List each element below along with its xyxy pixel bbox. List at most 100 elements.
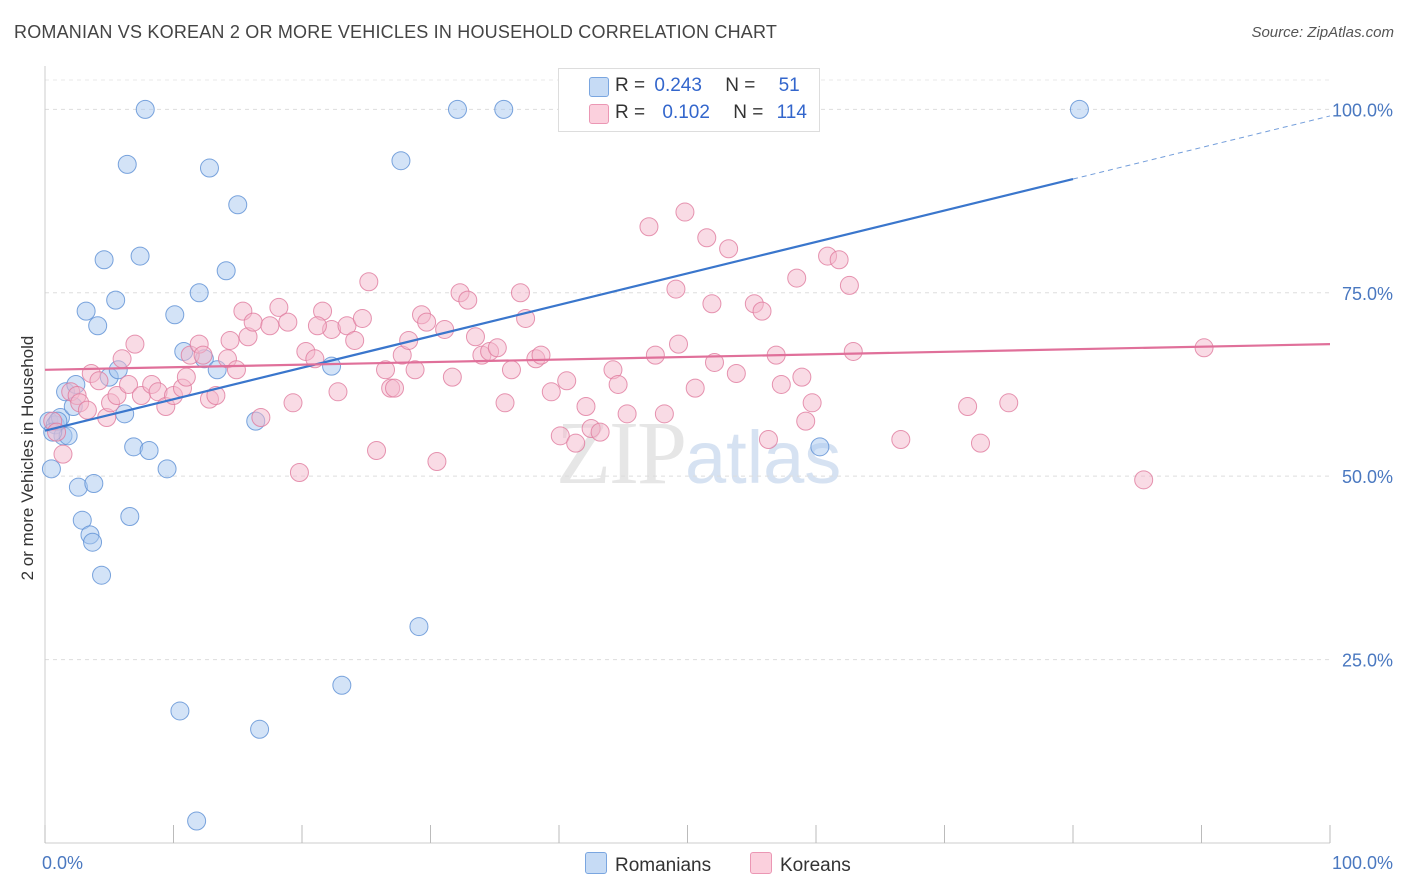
point-romanians-47: [810, 437, 830, 457]
point-koreans-62: [465, 327, 485, 347]
point-koreans-54: [405, 360, 425, 380]
point-romanians-28: [165, 305, 185, 325]
point-koreans-80: [608, 374, 628, 394]
point-romanians-40: [332, 675, 352, 695]
point-koreans-11: [107, 385, 127, 405]
point-koreans-67: [501, 360, 521, 380]
point-koreans-59: [442, 367, 462, 387]
point-romanians-15: [88, 316, 108, 336]
point-koreans-76: [576, 396, 596, 416]
point-romanians-11: [76, 301, 96, 321]
point-koreans-37: [283, 393, 303, 413]
legend-r-label: R =: [615, 102, 646, 123]
point-romanians-10: [72, 510, 92, 530]
data-points: [39, 99, 1214, 831]
y-tick-labels: 25.0% 50.0% 75.0% 100.0%: [1332, 100, 1393, 670]
point-koreans-93: [726, 363, 746, 383]
legend-row-romanians: R = 0.243 N = 51: [589, 75, 800, 97]
y-tick-label-3: 100.0%: [1332, 100, 1393, 120]
point-koreans-38: [289, 463, 309, 483]
point-koreans-86: [669, 334, 689, 354]
point-koreans-56: [417, 312, 437, 332]
point-koreans-82: [639, 217, 659, 237]
point-koreans-78: [590, 422, 610, 442]
point-koreans-90: [702, 294, 722, 314]
point-koreans-91: [704, 352, 724, 372]
point-koreans-92: [719, 239, 739, 259]
point-romanians-48: [1069, 99, 1089, 119]
chart-title: ROMANIAN VS KOREAN 2 OR MORE VEHICLES IN…: [14, 22, 778, 42]
y-tick-label-0: 25.0%: [1342, 651, 1393, 671]
x-tick-label-1: 100.0%: [1332, 853, 1393, 873]
point-romanians-43: [447, 99, 467, 119]
point-koreans-89: [697, 228, 717, 248]
point-koreans-98: [771, 374, 791, 394]
point-koreans-43: [328, 382, 348, 402]
bottom-legend-label-romanians: Romanians: [615, 855, 712, 876]
point-koreans-71: [531, 345, 551, 365]
point-koreans-104: [829, 250, 849, 270]
point-koreans-95: [752, 301, 772, 321]
x-tick-labels: 0.0% 100.0%: [42, 853, 1393, 873]
point-koreans-47: [359, 272, 379, 292]
bottom-legend-label-koreans: Koreans: [780, 855, 851, 876]
point-koreans-6: [77, 400, 97, 420]
point-koreans-100: [792, 367, 812, 387]
point-koreans-106: [843, 341, 863, 361]
point-koreans-36: [278, 312, 298, 332]
point-koreans-99: [787, 268, 807, 288]
point-romanians-13: [83, 532, 103, 552]
point-koreans-46: [352, 308, 372, 328]
point-romanians-31: [187, 811, 207, 831]
point-koreans-107: [891, 429, 911, 449]
point-romanians-44: [494, 99, 514, 119]
legend-n-value-romanians: 51: [778, 75, 800, 96]
point-koreans-83: [645, 345, 665, 365]
point-romanians-45: [117, 154, 137, 174]
point-romanians-26: [139, 440, 159, 460]
bottom-legend-swatch-romanians: [585, 852, 607, 874]
point-koreans-14: [125, 334, 145, 354]
point-koreans-21: [176, 367, 196, 387]
point-koreans-88: [685, 378, 705, 398]
legend-row-koreans: R = 0.102 N = 114: [589, 102, 807, 124]
legend-r-label: R =: [615, 75, 646, 96]
point-koreans-101: [796, 411, 816, 431]
trend-lines: [44, 115, 1331, 432]
point-romanians-27: [157, 459, 177, 479]
point-koreans-75: [566, 433, 586, 453]
point-koreans-8: [89, 371, 109, 391]
point-romanians-25: [135, 99, 155, 119]
point-koreans-28: [220, 330, 240, 350]
point-koreans-49: [376, 360, 396, 380]
point-romanians-46: [199, 158, 219, 178]
point-romanians-19: [106, 290, 126, 310]
point-koreans-102: [802, 393, 822, 413]
point-romanians-24: [130, 246, 150, 266]
point-romanians-29: [170, 701, 190, 721]
point-romanians-41: [391, 151, 411, 171]
point-koreans-96: [758, 429, 778, 449]
bottom-legend-swatch-koreans: [750, 852, 772, 874]
point-romanians-32: [189, 283, 209, 303]
point-koreans-13: [119, 374, 139, 394]
legend-swatch-koreans: [589, 104, 609, 124]
point-koreans-81: [617, 404, 637, 424]
watermark-atlas: atlas: [685, 416, 842, 499]
point-koreans-51: [385, 378, 405, 398]
point-koreans-85: [666, 279, 686, 299]
axes: [44, 66, 1330, 844]
bottom-legend-koreans: Koreans: [750, 852, 851, 877]
legend-swatch-romanians: [589, 77, 609, 97]
y-tick-label-2: 75.0%: [1342, 284, 1393, 304]
point-romanians-42: [409, 617, 429, 637]
point-koreans-113: [307, 316, 327, 336]
point-romanians-17: [94, 250, 114, 270]
point-koreans-57: [427, 452, 447, 471]
legend-r-value-koreans: 0.102: [662, 102, 710, 123]
point-koreans-33: [251, 407, 271, 427]
point-koreans-61: [458, 290, 478, 310]
point-koreans-108: [958, 396, 978, 416]
legend-n-label: N =: [725, 75, 756, 96]
